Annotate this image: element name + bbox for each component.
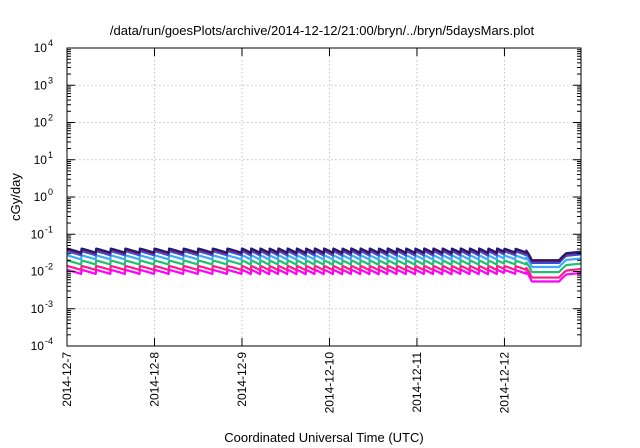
y-tick-label: 10-1 bbox=[31, 224, 53, 241]
x-axis-ticks: 2014-12-7 2014-12-8 2014-12-9 2014-12-10 201… bbox=[60, 48, 511, 413]
x-tick-label: 2014-12-9 bbox=[235, 352, 249, 407]
grid bbox=[67, 48, 581, 346]
y-tick-label: 101 bbox=[34, 150, 53, 167]
y-tick-label: 10-2 bbox=[31, 262, 53, 279]
chart-title: /data/run/goesPlots/archive/2014-12-12/2… bbox=[110, 23, 535, 38]
x-tick-label: 2014-12-7 bbox=[60, 352, 74, 407]
x-tick-label: 2014-12-11 bbox=[410, 352, 424, 413]
y-axis-label: cGy/day bbox=[8, 173, 23, 221]
series-line-3 bbox=[66, 259, 582, 274]
x-tick-label: 2014-12-8 bbox=[147, 352, 161, 407]
y-tick-label: 10-3 bbox=[31, 299, 53, 316]
y-axis-ticks: 10-4 10-3 10-2 10-1 100 101 102 103 104 bbox=[31, 38, 581, 353]
y-tick-label: 103 bbox=[34, 75, 53, 92]
series-line-7 bbox=[66, 247, 582, 262]
series-line-1 bbox=[66, 268, 582, 283]
y-tick-label: 100 bbox=[34, 187, 53, 204]
y-tick-label: 102 bbox=[34, 113, 53, 130]
series-lines bbox=[66, 247, 582, 283]
y-tick-label: 10-4 bbox=[31, 336, 53, 353]
y-tick-label: 104 bbox=[34, 38, 53, 55]
series-line-2 bbox=[66, 264, 582, 279]
x-axis-label: Coordinated Universal Time (UTC) bbox=[224, 430, 423, 445]
x-tick-label: 2014-12-10 bbox=[322, 352, 336, 414]
series-line-4 bbox=[66, 254, 582, 269]
x-tick-label: 2014-12-12 bbox=[497, 352, 511, 414]
